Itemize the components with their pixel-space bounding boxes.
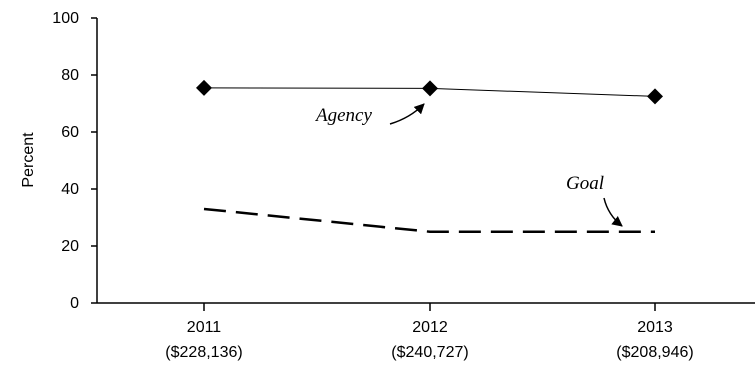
x-tick-label: 2013 xyxy=(637,319,673,336)
goal-annotation-arrow xyxy=(603,197,623,227)
agency-annotation-arrow xyxy=(389,103,425,125)
x-ticks: 2011 ($228,136) 2012 ($240,727) 2013 ($208,94… xyxy=(165,303,694,361)
y-tick-label: 0 xyxy=(70,295,79,312)
y-axis-title: Percent xyxy=(20,132,37,188)
annotations: Agency Goal xyxy=(314,103,623,227)
agency-series-annotation: Agency xyxy=(314,105,372,126)
x-tick-sublabel: ($208,946) xyxy=(616,344,693,361)
y-tick-label: 80 xyxy=(61,67,79,84)
agency-data-point xyxy=(196,79,212,96)
goal-series-annotation: Goal xyxy=(566,173,604,194)
y-tick-label: 40 xyxy=(61,181,79,198)
agency-data-point xyxy=(422,80,438,97)
x-tick-label: 2011 xyxy=(187,319,222,336)
y-tick-label: 60 xyxy=(61,124,79,141)
series-layer xyxy=(196,79,663,233)
x-tick-sublabel: ($228,136) xyxy=(165,344,242,361)
y-tick-label: 20 xyxy=(61,238,79,255)
x-tick-sublabel: ($240,727) xyxy=(391,344,468,361)
y-ticks: 0 20 40 60 80 100 xyxy=(52,10,97,312)
y-tick-label: 100 xyxy=(52,10,79,27)
axes xyxy=(96,18,755,304)
x-tick-label: 2012 xyxy=(412,319,448,336)
goal-series-line xyxy=(203,207,655,233)
agency-data-point xyxy=(647,88,663,105)
